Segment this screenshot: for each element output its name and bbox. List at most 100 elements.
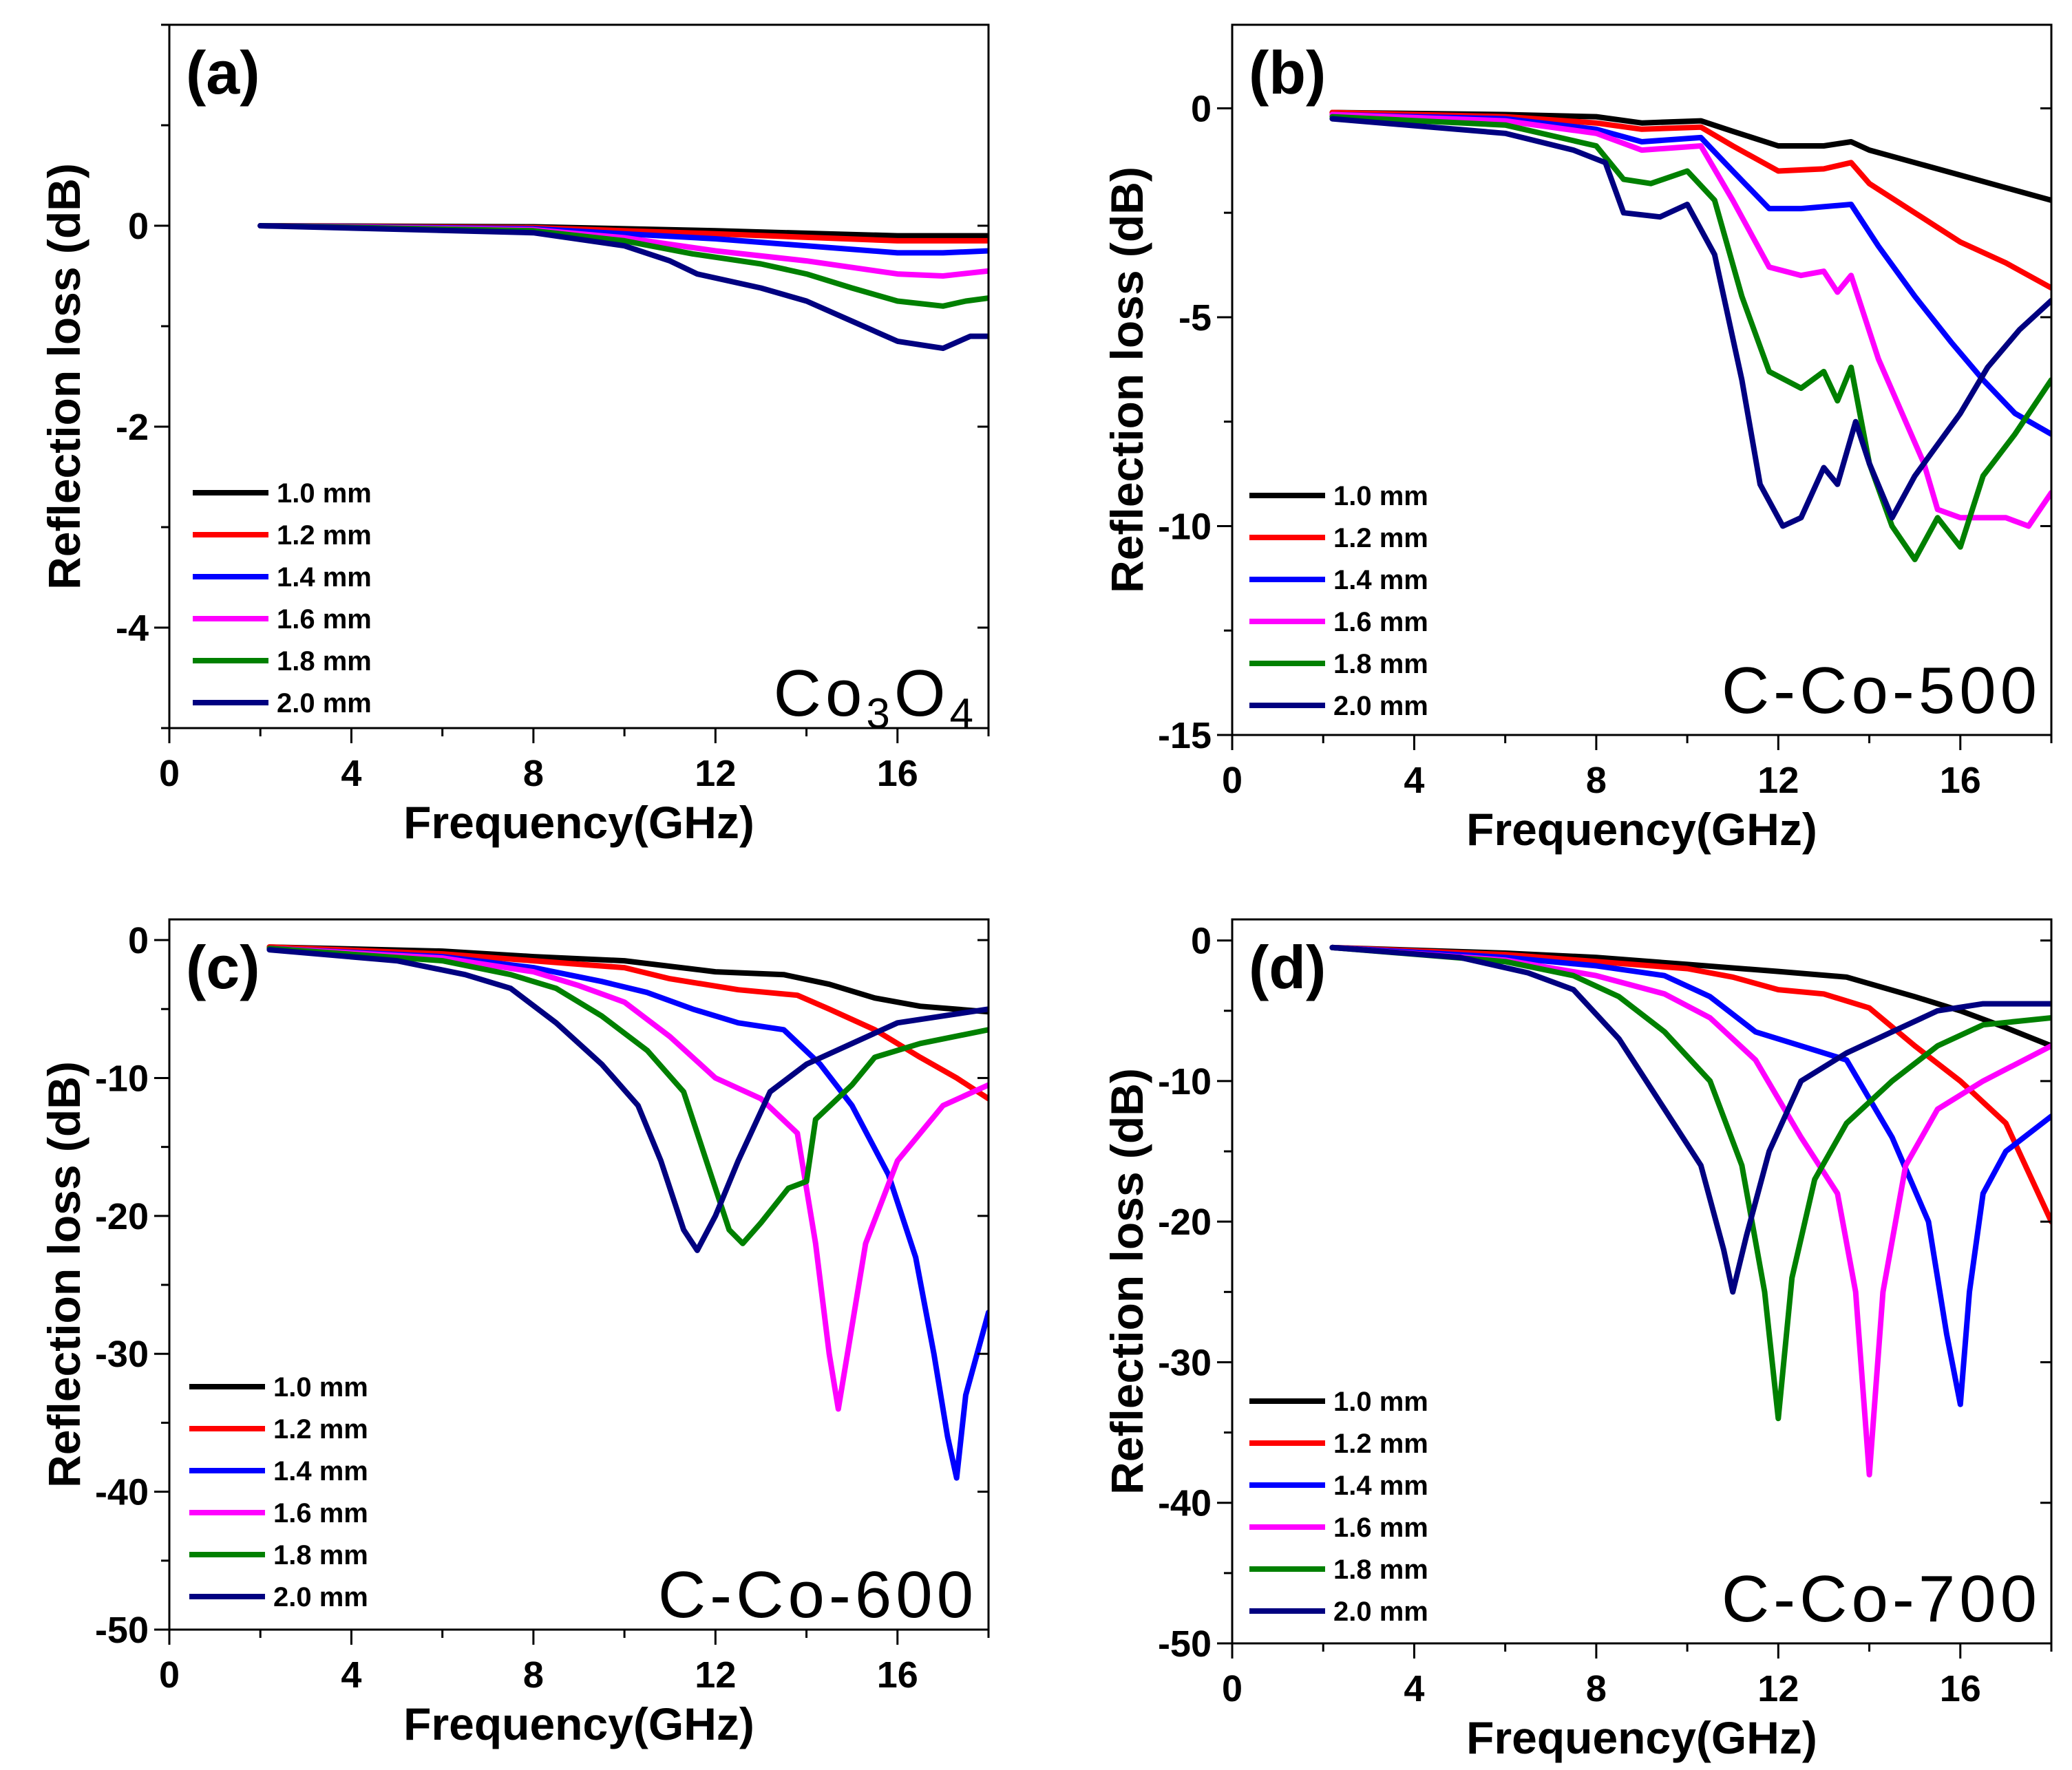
x-tick-label: 16 <box>1940 760 1981 801</box>
x-tick-label: 16 <box>877 753 918 794</box>
panel-label: (d) <box>1249 933 1326 1001</box>
legend-label: 1.8 mm <box>1333 649 1428 679</box>
legend: 1.0 mm 1.2 mm 1.4 mm 1.6 mm 1.8 mm 2.0 mm <box>1249 481 1428 721</box>
legend-label: 1.0 mm <box>1333 481 1428 511</box>
panel-label: (a) <box>186 39 260 107</box>
legend-label: 1.4 mm <box>1333 1471 1428 1501</box>
x-tick-label: 4 <box>1404 1668 1424 1709</box>
legend-label: 2.0 mm <box>1333 1597 1428 1627</box>
chart-panel-c: 0 4 8 12 16 0 -10 -20 -30 -40 -50 Frequency(GHz) Ref… <box>39 918 990 1749</box>
series-line-2-0-mm <box>257 223 989 352</box>
y-axis-title: Reflection loss (dB) <box>1101 167 1152 593</box>
x-tick-label: 4 <box>1404 760 1424 801</box>
series-line-1-8-mm <box>257 223 989 309</box>
x-tick-label: 12 <box>695 1654 736 1696</box>
series-line-1-0-mm <box>266 944 989 1015</box>
series-line-1-6-mm <box>266 946 989 1412</box>
x-tick-label: 16 <box>1940 1668 1981 1709</box>
y-tick-label: -40 <box>95 1472 149 1513</box>
series-line-1-6-mm <box>1329 111 2051 529</box>
y-tick-label: -2 <box>116 407 149 448</box>
y-tick-label: -20 <box>1158 1202 1212 1243</box>
sample-label-subscript: 3 <box>866 690 894 738</box>
plot-frame <box>168 918 990 1631</box>
y-axis-title: Reflection loss (dB) <box>39 163 89 590</box>
chart-panel-a: 0 4 8 12 16 0 -2 -4 Frequency(GHz) Reflection los… <box>39 23 990 848</box>
legend-label: 1.0 mm <box>1333 1387 1428 1417</box>
legend-label: 1.6 mm <box>1333 607 1428 637</box>
legend-label: 1.0 mm <box>277 478 372 509</box>
x-tick-label: 8 <box>523 753 544 794</box>
series-line-1-0-mm <box>1329 944 2051 1049</box>
chart-panel-d: 0 4 8 12 16 0 -10 -20 -30 -40 -50 Frequency(GHz) Ref… <box>1101 918 2053 1763</box>
legend-label: 1.8 mm <box>273 1540 368 1570</box>
y-tick-label: -10 <box>95 1058 149 1099</box>
chart-panel-b: 0 4 8 12 16 0 -5 -10 -15 Frequency(GHz) Reflection… <box>1101 23 2053 855</box>
legend-label: 1.2 mm <box>1333 523 1428 553</box>
legend-label: 1.2 mm <box>273 1414 368 1444</box>
y-tick-label: -30 <box>1158 1342 1212 1383</box>
y-tick-label: 0 <box>128 920 149 961</box>
legend: 1.0 mm 1.2 mm 1.4 mm 1.6 mm 1.8 mm 2.0 mm <box>193 478 372 718</box>
y-axis-title: Reflection loss (dB) <box>1101 1068 1152 1495</box>
series-line-1-4-mm <box>1329 111 2051 437</box>
series-line-1-8-mm <box>266 946 989 1246</box>
series-line-2-0-mm <box>266 947 989 1253</box>
series-line-1-4-mm <box>1329 944 2051 1407</box>
sample-label-subscript: 4 <box>950 690 977 738</box>
sample-label-part: Co <box>774 657 867 730</box>
legend-label: 1.8 mm <box>277 646 372 676</box>
x-tick-label: 4 <box>341 753 361 794</box>
x-axis-title: Frequency(GHz) <box>403 797 754 848</box>
panel-label: (c) <box>186 933 260 1001</box>
y-tick-label: 0 <box>128 206 149 247</box>
y-axis-title: Reflection loss (dB) <box>39 1061 89 1488</box>
series-line-1-6-mm <box>1329 944 2051 1478</box>
sample-label: C-Co-600 <box>658 1558 977 1632</box>
series-line-2-0-mm <box>1329 116 2051 529</box>
legend-label: 1.8 mm <box>1333 1555 1428 1585</box>
y-tick-label: 0 <box>1191 921 1212 962</box>
y-tick-label: -10 <box>1158 1061 1212 1102</box>
x-tick-label: 8 <box>1586 760 1607 801</box>
x-tick-label: 0 <box>1222 1668 1243 1709</box>
series-line-2-0-mm <box>1329 944 2051 1295</box>
x-axis-title: Frequency(GHz) <box>1466 804 1817 855</box>
x-tick-label: 0 <box>159 753 180 794</box>
series-line-1-4-mm <box>266 946 989 1481</box>
series-line-1-8-mm <box>1329 114 2051 562</box>
x-tick-label: 12 <box>1757 760 1799 801</box>
x-axis-title: Frequency(GHz) <box>1466 1712 1817 1763</box>
y-tick-label: -10 <box>1158 506 1212 547</box>
sample-label: C-Co-700 <box>1722 1562 2041 1636</box>
sample-label: C-Co-500 <box>1722 654 2041 727</box>
legend-label: 1.2 mm <box>277 520 372 551</box>
x-tick-label: 16 <box>877 1654 918 1696</box>
y-tick-label: 0 <box>1191 88 1212 129</box>
y-tick-label: -5 <box>1178 297 1212 339</box>
legend-label: 1.0 mm <box>273 1372 368 1403</box>
legend-label: 1.6 mm <box>273 1498 368 1528</box>
sample-label-part: O <box>894 657 950 730</box>
series-line-1-0-mm <box>1329 109 2051 203</box>
y-tick-label: -20 <box>95 1196 149 1237</box>
legend-label: 2.0 mm <box>277 688 372 718</box>
y-tick-label: -50 <box>95 1610 149 1651</box>
legend: 1.0 mm 1.2 mm 1.4 mm 1.6 mm 1.8 mm 2.0 mm <box>189 1372 368 1612</box>
plot-frame <box>168 23 990 729</box>
y-tick-label: -50 <box>1158 1623 1212 1665</box>
y-tick-label: -4 <box>116 608 149 649</box>
legend-label: 1.6 mm <box>277 604 372 635</box>
panel-label: (b) <box>1249 39 1326 107</box>
legend-label: 2.0 mm <box>273 1582 368 1612</box>
plot-frame <box>1231 23 2053 736</box>
x-tick-label: 0 <box>159 1654 180 1696</box>
sample-label: Co3O4 <box>774 657 977 738</box>
y-tick-label: -40 <box>1158 1483 1212 1524</box>
y-tick-label: -30 <box>95 1334 149 1375</box>
x-tick-label: 4 <box>341 1654 361 1696</box>
plot-frame <box>1231 918 2053 1645</box>
legend-label: 1.6 mm <box>1333 1513 1428 1543</box>
x-tick-label: 0 <box>1222 760 1243 801</box>
legend-label: 1.4 mm <box>1333 565 1428 595</box>
